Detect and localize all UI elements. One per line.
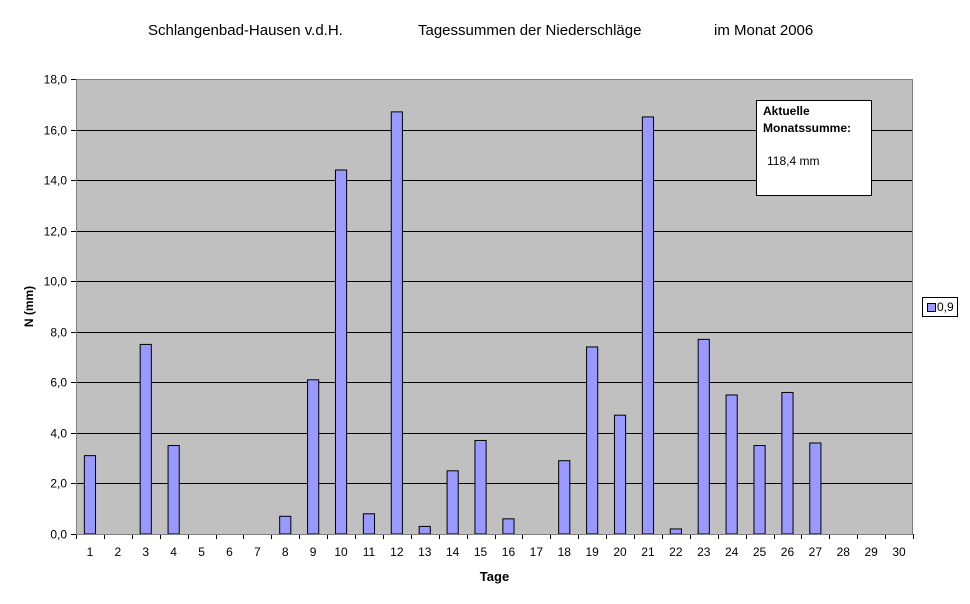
- bar: [669, 528, 682, 535]
- legend-label: 0,9: [937, 300, 954, 314]
- y-tick-label: 2,0: [50, 477, 67, 491]
- x-tick-label: 5: [198, 545, 205, 559]
- x-tick-label: 10: [334, 545, 348, 559]
- x-tick-label: 2: [115, 545, 122, 559]
- bar: [753, 445, 766, 535]
- bar: [334, 169, 348, 535]
- x-tick-label: 15: [474, 545, 488, 559]
- x-tick-label: 21: [641, 545, 655, 559]
- y-tick-label: 4,0: [50, 427, 67, 441]
- x-tick-label: 20: [613, 545, 627, 559]
- legend-swatch: [927, 303, 936, 312]
- x-tick-label: 22: [669, 545, 683, 559]
- x-tick-label: 30: [892, 545, 906, 559]
- y-tick-label: 10,0: [44, 275, 68, 289]
- x-tick-label: 24: [725, 545, 739, 559]
- y-tick-label: 12,0: [44, 225, 68, 239]
- bar: [809, 442, 822, 535]
- x-tick-label: 6: [226, 545, 233, 559]
- bar: [781, 391, 794, 535]
- x-tick-label: 11: [363, 545, 376, 559]
- x-tick-label: 4: [170, 545, 177, 559]
- x-tick-label: 3: [142, 545, 149, 559]
- monthly-total-heading: Aktuelle Monatssumme:: [763, 104, 852, 135]
- bar: [697, 338, 710, 535]
- x-tick-label: 27: [809, 545, 823, 559]
- y-tick-label: 6,0: [50, 376, 67, 390]
- y-tick-label: 16,0: [44, 124, 68, 138]
- plot-border: [76, 79, 913, 535]
- x-tick-label: 16: [502, 545, 516, 559]
- monthly-total-box: Aktuelle Monatssumme: 118,4 mm: [756, 100, 872, 196]
- bar: [613, 414, 627, 535]
- x-tick-label: 8: [282, 545, 289, 559]
- x-tick-label: 14: [446, 545, 460, 559]
- x-tick-label: 29: [864, 545, 878, 559]
- chart-title-period: im Monat 2006: [714, 22, 814, 39]
- x-tick-label: 7: [254, 545, 261, 559]
- bar: [586, 346, 599, 535]
- x-axis-label: Tage: [480, 569, 509, 584]
- bar: [418, 525, 431, 535]
- y-axis-label: N (mm): [22, 286, 36, 327]
- bar: [725, 394, 738, 535]
- x-tick-label: 12: [390, 545, 404, 559]
- bar: [139, 343, 152, 535]
- x-tick-label: 28: [837, 545, 851, 559]
- x-tick-label: 13: [418, 545, 432, 559]
- bar: [474, 439, 487, 535]
- bar: [279, 515, 292, 535]
- legend: 0,9: [922, 297, 958, 317]
- chart-title-location: Schlangenbad-Hausen v.d.H.: [148, 22, 343, 39]
- bar: [307, 379, 320, 535]
- x-tick-label: 18: [558, 545, 572, 559]
- x-tick-label: 17: [530, 545, 544, 559]
- bar: [83, 455, 97, 535]
- x-tick-label: 25: [753, 545, 767, 559]
- y-tick-label: 14,0: [44, 174, 68, 188]
- y-tick-label: 0,0: [50, 528, 67, 542]
- chart-title-description: Tagessummen der Niederschläge: [418, 22, 642, 39]
- bar: [446, 470, 459, 535]
- x-tick-label: 9: [310, 545, 317, 559]
- bar: [641, 116, 655, 535]
- bar: [558, 460, 571, 535]
- x-tick-label: 26: [781, 545, 795, 559]
- bar: [362, 513, 376, 535]
- x-tick-label: 19: [585, 545, 599, 559]
- bar: [502, 518, 515, 535]
- bar: [167, 445, 180, 535]
- x-tick-label: 1: [87, 545, 94, 559]
- y-tick-label: 8,0: [50, 326, 67, 340]
- monthly-total-value: 118,4 mm: [767, 154, 820, 168]
- x-tick-label: 23: [697, 545, 711, 559]
- y-tick-label: 18,0: [44, 73, 68, 87]
- bar: [390, 111, 403, 535]
